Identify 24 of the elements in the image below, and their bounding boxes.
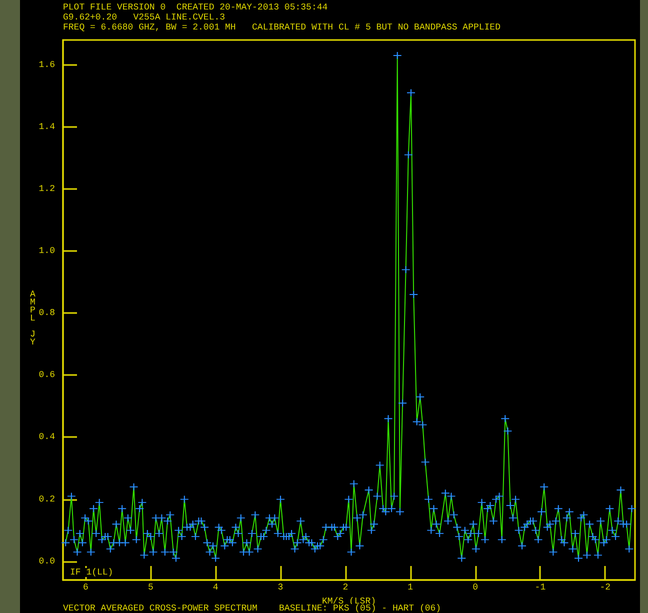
y-tick-label: 1.4 (38, 122, 55, 132)
chart-subtitle: G9.62+0.20 V255A LINE.CVEL.3 (63, 12, 226, 22)
x-tick-label: 5 (148, 582, 154, 592)
y-tick-label: 0.0 (38, 556, 55, 566)
chart-title: PLOT FILE VERSION 0 CREATED 20-MAY-2013 05:35:44 (63, 2, 328, 12)
y-tick-label: 0.4 (38, 432, 55, 442)
y-tick-label: 0.2 (38, 494, 55, 504)
y-tick-label: 1.2 (38, 184, 55, 194)
annotation: IF 1(LL) (70, 568, 114, 578)
x-tick-label: -2 (600, 582, 611, 592)
x-tick-label: 4 (212, 582, 218, 592)
x-tick-label: 0 (472, 582, 478, 592)
y-tick-label: 1.6 (38, 60, 55, 70)
y-tick-label: 0.6 (38, 370, 55, 380)
y-tick-label: 0.8 (38, 308, 55, 318)
x-tick-label: 3 (278, 582, 284, 592)
text: FREQ = 6.6680 GHZ, BW = 2.001 MH CALIBRATED WITH CL # 5 BUT NO BANDPASS APPLIED (63, 22, 500, 32)
y-axis-title: AMPL JY (30, 290, 36, 348)
text: VECTOR AVERAGED CROSS-POWER SPECTRUM BASELINE: PKS (05) - HART (06) (63, 604, 442, 613)
y-tick-label: 1.0 (38, 246, 55, 256)
x-tick-label: 2 (342, 582, 348, 592)
x-tick-label: -1 (534, 582, 546, 592)
x-tick-label: 1 (408, 582, 414, 592)
x-tick-label: 6 (83, 582, 88, 592)
